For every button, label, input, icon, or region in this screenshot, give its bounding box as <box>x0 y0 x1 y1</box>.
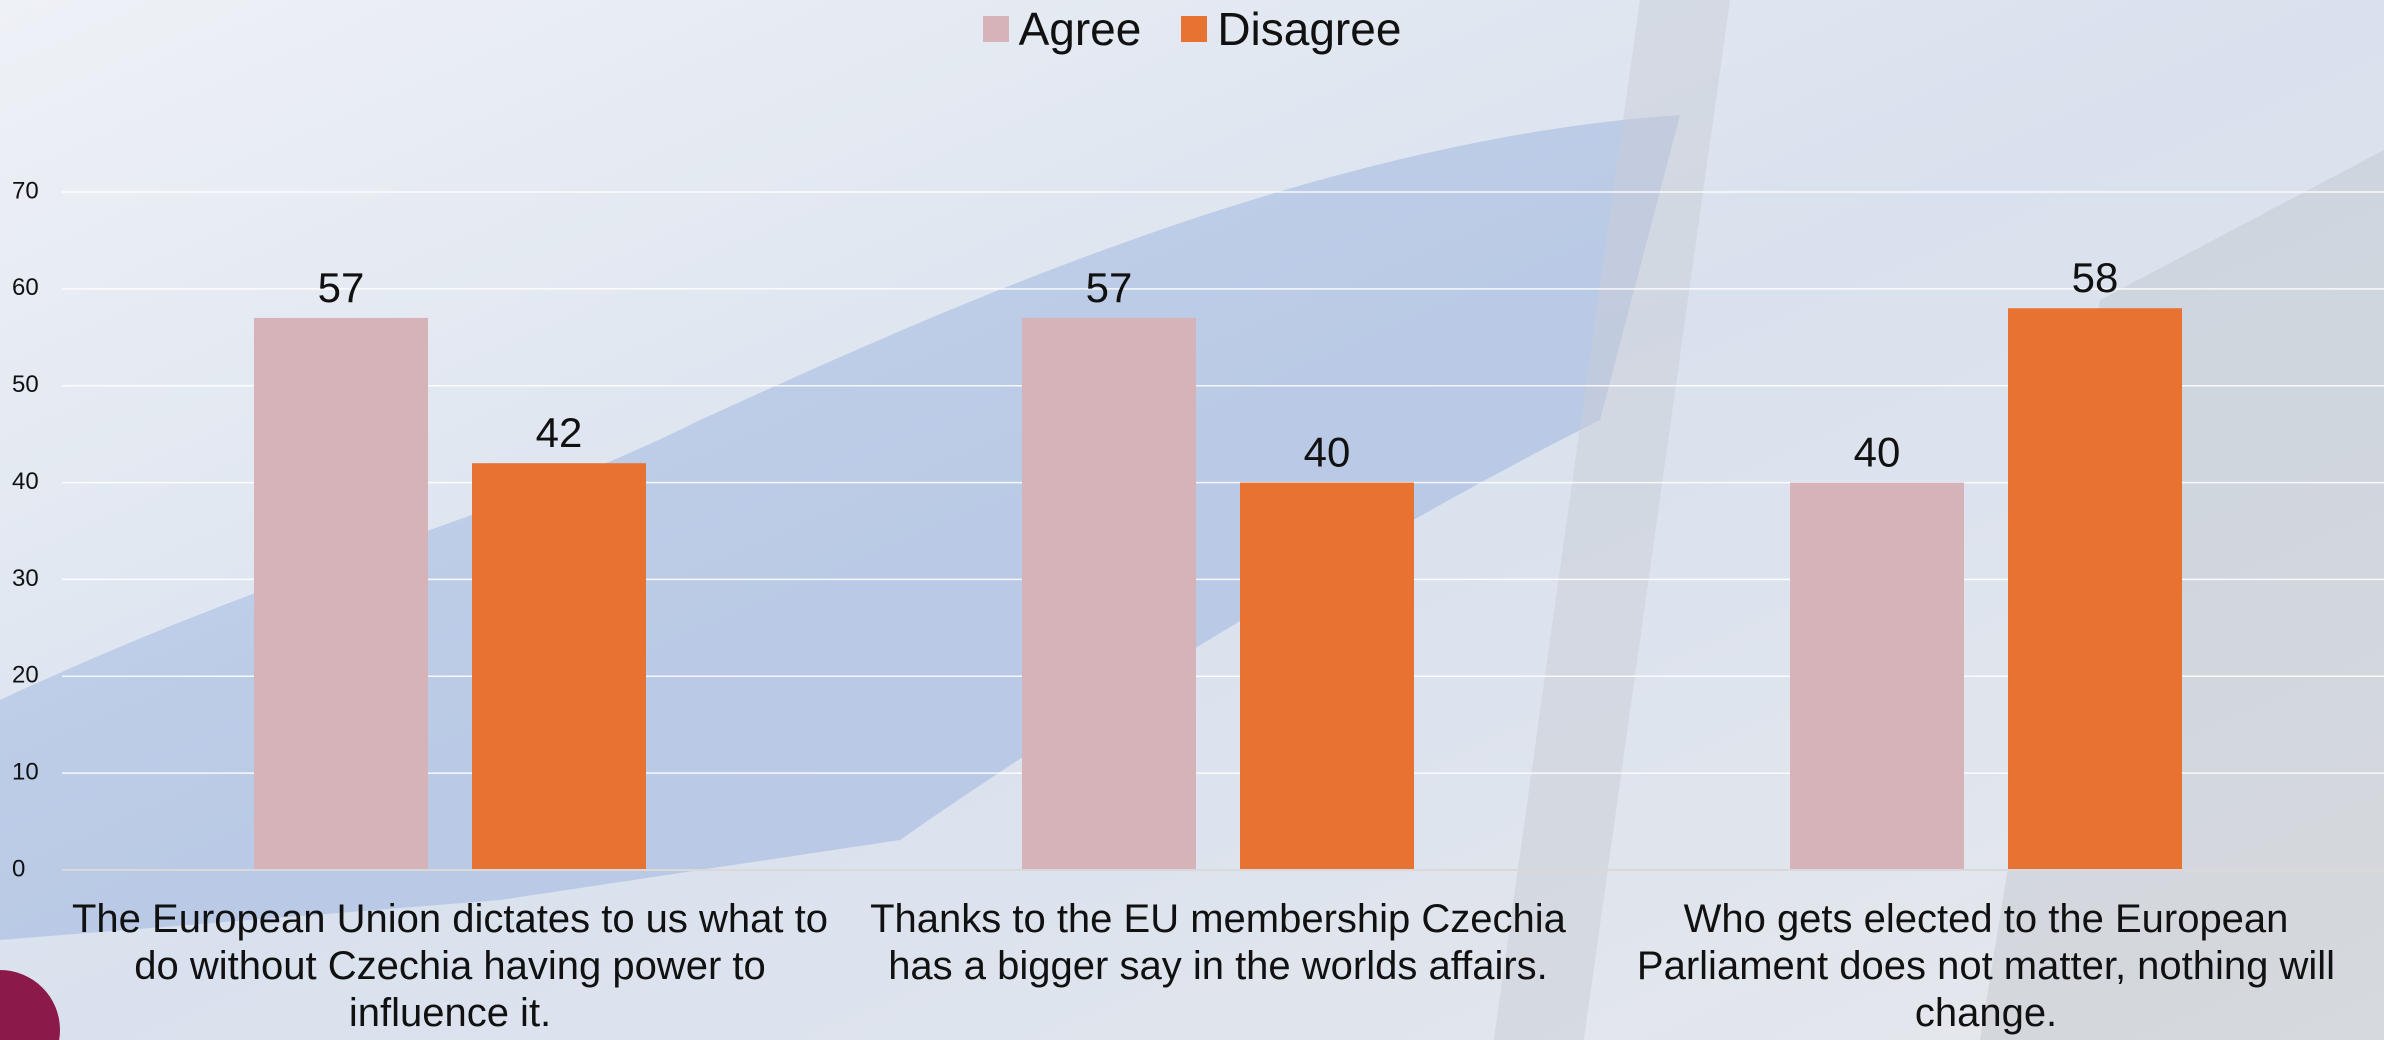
legend-item: Disagree <box>1181 2 1401 56</box>
data-label: 57 <box>1086 264 1133 311</box>
bar <box>254 317 428 870</box>
data-label: 40 <box>1304 429 1351 476</box>
bar <box>1240 482 1414 870</box>
legend-label: Disagree <box>1217 3 1402 55</box>
y-tick-label: 40 <box>12 468 39 495</box>
y-tick-label: 50 <box>12 371 39 398</box>
y-tick-label: 0 <box>12 855 25 882</box>
x-tick-label: The European Union dictates to us what t… <box>71 897 828 1035</box>
y-tick-label: 70 <box>12 177 39 204</box>
bar <box>1022 317 1196 870</box>
x-tick-label: Thanks to the EU membership Czechia has … <box>870 897 1566 988</box>
data-label: 57 <box>318 264 365 311</box>
y-tick-label: 20 <box>12 662 39 689</box>
bar <box>2008 308 2182 870</box>
flagpole <box>1493 0 1730 1040</box>
bar <box>472 463 646 870</box>
x-tick-label: Who gets elected to the European Parliam… <box>1636 897 2336 1035</box>
legend-swatch <box>982 16 1009 42</box>
logo <box>0 970 60 1040</box>
data-label: 40 <box>1854 429 1901 476</box>
legend-item: Agree <box>982 2 1142 56</box>
data-label: 58 <box>2072 254 2119 301</box>
y-tick-label: 10 <box>12 758 39 785</box>
y-tick-label: 60 <box>12 274 39 301</box>
legend-swatch <box>1181 16 1208 42</box>
bar <box>1790 482 1964 870</box>
legend: Agree Disagree <box>0 2 2384 56</box>
y-tick-label: 30 <box>12 565 39 592</box>
legend-label: Agree <box>1018 3 1142 55</box>
data-label: 42 <box>536 409 583 456</box>
